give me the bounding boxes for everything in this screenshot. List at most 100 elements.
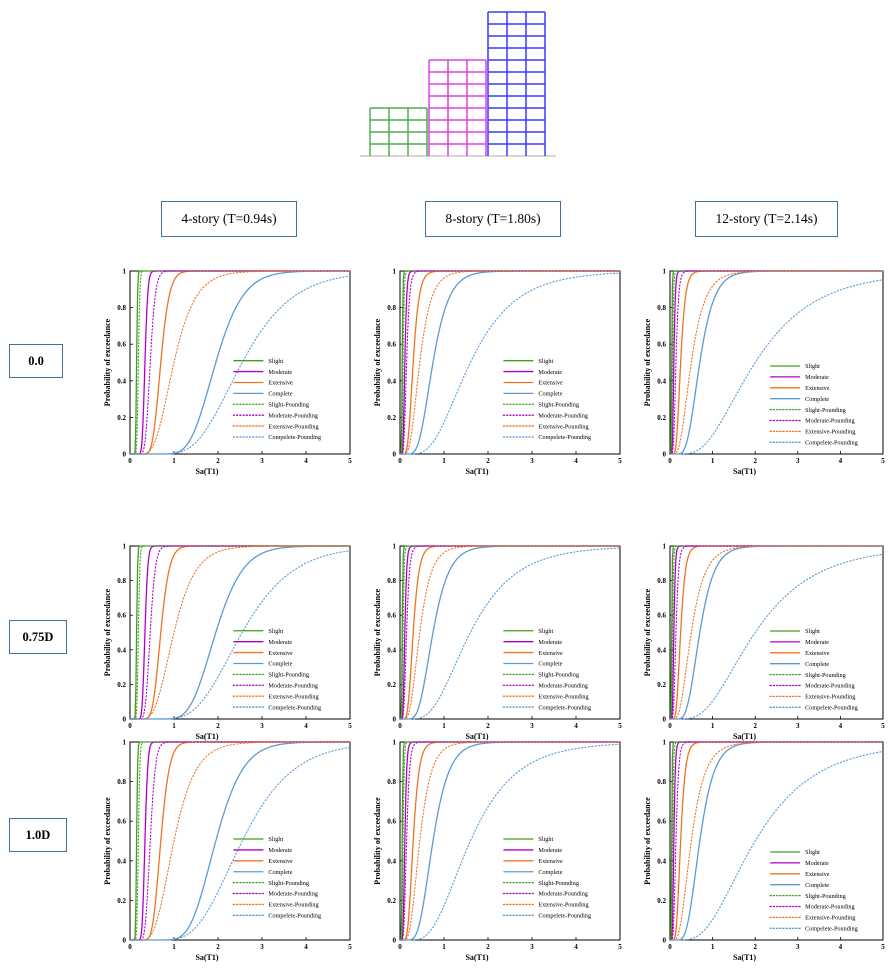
series-line-extensive-pounding (130, 545, 350, 720)
series-line-slight (670, 270, 883, 455)
legend-label: Slight (538, 358, 553, 365)
y-tick-label: 0.6 (387, 612, 396, 620)
legend-label: Slight (268, 628, 283, 635)
column-header-4-story: 4-story (T=0.94s) (161, 201, 297, 237)
legend-label: Extensive (805, 385, 830, 392)
y-tick-label: 0.4 (657, 377, 666, 385)
legend-label: Extensive (268, 380, 293, 387)
series-line-extensive-pounding (130, 270, 350, 455)
legend-label: Slight-Pounding (268, 401, 309, 408)
x-tick-label: 0 (398, 457, 402, 465)
column-header-8-story: 8-story (T=1.80s) (425, 201, 561, 237)
y-tick-label: 0.6 (657, 612, 666, 620)
y-tick-label: 0.8 (387, 577, 396, 585)
y-tick-label: 0.4 (387, 377, 396, 385)
legend-label: Extensive (805, 871, 830, 878)
fragility-chart-r1-c2: 0 0.2 0.4 0.6 0.8 1 0 1 2 3 4 5 Sa(T1) Probability of… (373, 268, 622, 477)
x-tick-label: 4 (304, 722, 308, 730)
x-tick-label: 0 (398, 722, 402, 730)
y-tick-label: 0.6 (657, 818, 666, 826)
series-line-compelete-pounding (400, 743, 620, 941)
eight-story-frame (428, 59, 487, 156)
series-line-moderate-pounding (130, 741, 350, 941)
series-line-compelete-pounding (670, 279, 883, 455)
x-tick-label: 1 (442, 457, 446, 465)
x-axis-label: Sa(T1) (733, 953, 756, 962)
x-axis-label: Sa(T1) (733, 467, 756, 476)
y-tick-label: 0.8 (387, 778, 396, 786)
legend-label: Moderate-Pounding (268, 891, 318, 898)
y-tick-label: 0.8 (117, 304, 126, 312)
x-tick-label: 1 (172, 943, 176, 951)
x-tick-label: 2 (753, 722, 757, 730)
legend-label: Compelete-Pounding (538, 704, 591, 711)
x-tick-label: 4 (574, 722, 578, 730)
x-tick-label: 3 (530, 943, 534, 951)
x-tick-label: 0 (398, 943, 402, 951)
legend-label: Moderate-Pounding (268, 682, 318, 689)
series-line-compelete-pounding (670, 553, 883, 720)
series-line-extensive-pounding (400, 741, 620, 941)
x-tick-label: 0 (668, 943, 672, 951)
x-tick-label: 5 (348, 943, 352, 951)
series-line-extensive-pounding (130, 741, 350, 941)
legend-label: Moderate (268, 369, 292, 376)
fragility-chart-r2-c1: 0 0.2 0.4 0.6 0.8 1 0 1 2 3 4 5 Sa(T1) Probability of… (103, 543, 352, 742)
y-tick-label: 0.8 (657, 304, 666, 312)
y-tick-label: 0.8 (657, 577, 666, 585)
legend-label: Slight-Pounding (805, 893, 846, 900)
y-axis-label: Probability of exceedance (373, 318, 382, 406)
x-tick-label: 2 (486, 722, 490, 730)
x-tick-label: 5 (618, 943, 622, 951)
legend-label: Extensive (805, 650, 830, 657)
y-tick-label: 0.2 (387, 681, 396, 689)
legend-label: Slight-Pounding (538, 401, 579, 408)
legend-label: Moderate (538, 369, 562, 376)
y-tick-label: 0.4 (657, 646, 666, 654)
x-tick-label: 3 (796, 943, 800, 951)
series-line-extensive-pounding (670, 741, 883, 941)
x-axis-label: Sa(T1) (465, 732, 488, 741)
series-line-moderate-pounding (670, 270, 883, 455)
legend-label: Extensive-Pounding (268, 423, 318, 430)
legend-label: Moderate-Pounding (268, 412, 318, 419)
y-tick-label: 0 (393, 937, 397, 945)
y-tick-label: 0.8 (117, 577, 126, 585)
x-tick-label: 4 (839, 943, 843, 951)
x-tick-label: 5 (348, 457, 352, 465)
series-line-moderate-pounding (130, 270, 350, 455)
legend-label: Compelete-Pounding (805, 440, 858, 447)
series-line-moderate (130, 741, 350, 941)
legend-label: Slight-Pounding (538, 880, 579, 887)
legend-label: Moderate (268, 639, 292, 646)
x-tick-label: 4 (304, 943, 308, 951)
series-line-compelete-pounding (130, 746, 350, 941)
y-tick-label: 0 (123, 451, 127, 459)
legend-label: Slight-Pounding (805, 407, 846, 414)
y-tick-label: 0.2 (657, 897, 666, 905)
legend-label: Moderate (268, 847, 292, 854)
y-tick-label: 0.6 (117, 612, 126, 620)
legend-label: Compelete-Pounding (805, 926, 858, 933)
y-tick-label: 0.2 (657, 681, 666, 689)
legend-label: Slight (268, 358, 283, 365)
y-tick-label: 1 (393, 543, 397, 551)
fragility-chart-r1-c1: 0 0.2 0.4 0.6 0.8 1 0 1 2 3 4 5 Sa(T1) Probability of… (103, 268, 352, 477)
legend-label: Extensive-Pounding (268, 693, 318, 700)
legend-label: Extensive (268, 858, 293, 865)
legend-label: Extensive-Pounding (805, 694, 855, 701)
x-tick-label: 3 (260, 722, 264, 730)
series-line-extensive (130, 741, 350, 941)
y-tick-label: 0.8 (657, 778, 666, 786)
fragility-chart-r1-c3: 0 0.2 0.4 0.6 0.8 1 0 1 2 3 4 5 Sa(T1) Probability of… (643, 268, 885, 477)
series-line-extensive-pounding (400, 270, 620, 455)
four-story-frame (369, 107, 428, 156)
y-axis-label: Probability of exceedance (643, 797, 652, 885)
fragility-chart-r3-c2: 0 0.2 0.4 0.6 0.8 1 0 1 2 3 4 5 Sa(T1) Probability of… (373, 739, 622, 963)
legend-label: Extensive (538, 858, 563, 865)
legend-label: Compelete-Pounding (268, 704, 321, 711)
series-line-moderate-pounding (400, 741, 620, 941)
fragility-chart-r3-c1: 0 0.2 0.4 0.6 0.8 1 0 1 2 3 4 5 Sa(T1) Probability of… (103, 739, 352, 963)
legend-label: Slight (538, 836, 553, 843)
row-header-gap-1-0D: 1.0D (9, 818, 67, 852)
